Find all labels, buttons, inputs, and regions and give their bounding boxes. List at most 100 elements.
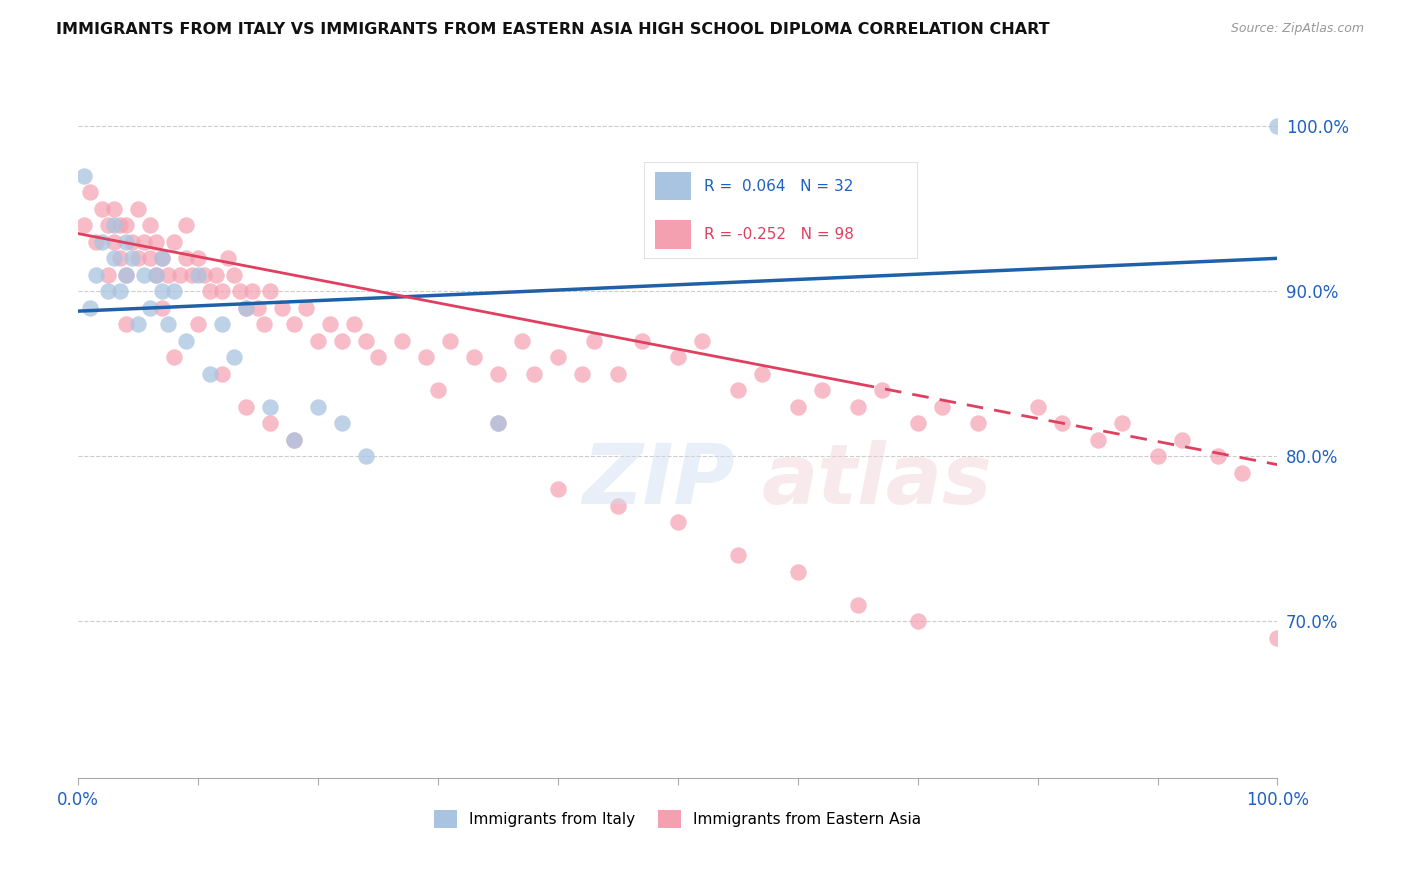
Point [1267, 631, 1289, 645]
Point [523, 367, 546, 381]
Point [181, 268, 204, 282]
Legend: Immigrants from Italy, Immigrants from Eastern Asia: Immigrants from Italy, Immigrants from E… [427, 804, 928, 834]
Point [240, 285, 263, 299]
Text: R = -0.252   N = 98: R = -0.252 N = 98 [704, 227, 853, 242]
Point [139, 219, 162, 233]
Point [1050, 417, 1073, 431]
Text: Source: ZipAtlas.com: Source: ZipAtlas.com [1230, 22, 1364, 36]
Point [73, 169, 96, 183]
Point [103, 252, 125, 266]
Point [174, 334, 197, 348]
Point [115, 268, 138, 282]
Point [343, 318, 366, 332]
Point [391, 334, 413, 348]
FancyBboxPatch shape [655, 171, 690, 201]
Point [439, 334, 461, 348]
Point [157, 318, 180, 332]
Point [115, 268, 138, 282]
Point [198, 285, 221, 299]
Point [150, 252, 173, 266]
Point [108, 285, 131, 299]
Point [127, 202, 149, 216]
Point [330, 417, 353, 431]
Point [174, 252, 197, 266]
Point [235, 301, 257, 315]
Point [84, 268, 107, 282]
Point [295, 301, 318, 315]
Point [354, 334, 377, 348]
Point [150, 252, 173, 266]
Point [510, 334, 533, 348]
Point [103, 202, 125, 216]
Point [907, 417, 929, 431]
Point [139, 252, 162, 266]
Point [547, 483, 569, 497]
Point [486, 367, 509, 381]
Point [211, 285, 233, 299]
Point [150, 285, 173, 299]
Point [870, 384, 893, 398]
Point [1087, 433, 1109, 447]
FancyBboxPatch shape [655, 219, 690, 249]
Point [108, 219, 131, 233]
Point [187, 252, 209, 266]
Point [1170, 433, 1192, 447]
Point [115, 219, 138, 233]
Point [174, 219, 197, 233]
Text: IMMIGRANTS FROM ITALY VS IMMIGRANTS FROM EASTERN ASIA HIGH SCHOOL DIPLOMA CORREL: IMMIGRANTS FROM ITALY VS IMMIGRANTS FROM… [56, 22, 1050, 37]
Point [271, 301, 294, 315]
Point [727, 384, 749, 398]
Text: R =  0.064   N = 32: R = 0.064 N = 32 [704, 178, 853, 194]
Point [330, 334, 353, 348]
Point [222, 351, 245, 365]
Point [235, 400, 257, 414]
Text: ZIP: ZIP [582, 440, 734, 521]
Point [253, 318, 276, 332]
Point [222, 268, 245, 282]
Point [426, 384, 449, 398]
Point [606, 367, 628, 381]
Point [193, 268, 215, 282]
Point [810, 384, 832, 398]
Point [1206, 450, 1229, 464]
Point [163, 285, 186, 299]
Point [966, 417, 988, 431]
Point [666, 516, 689, 530]
Text: atlas: atlas [762, 440, 993, 521]
Point [606, 499, 628, 513]
Point [846, 598, 869, 612]
Point [163, 351, 186, 365]
Point [582, 334, 605, 348]
Point [157, 268, 180, 282]
Point [1146, 450, 1168, 464]
Point [259, 400, 281, 414]
Point [73, 219, 96, 233]
Point [486, 417, 509, 431]
Point [283, 318, 305, 332]
Point [235, 301, 257, 315]
Point [150, 301, 173, 315]
Point [115, 318, 138, 332]
Point [108, 252, 131, 266]
Point [415, 351, 437, 365]
Point [307, 400, 329, 414]
Point [132, 268, 155, 282]
Point [127, 252, 149, 266]
Point [463, 351, 485, 365]
Point [121, 252, 143, 266]
Point [786, 400, 808, 414]
Point [259, 285, 281, 299]
Point [121, 235, 143, 249]
Point [79, 301, 101, 315]
Point [79, 186, 101, 200]
Point [727, 549, 749, 563]
Point [145, 268, 167, 282]
Point [547, 351, 569, 365]
Point [163, 235, 186, 249]
Point [145, 268, 167, 282]
Point [571, 367, 593, 381]
Point [846, 400, 869, 414]
Point [97, 268, 120, 282]
Point [907, 615, 929, 629]
Point [630, 334, 652, 348]
